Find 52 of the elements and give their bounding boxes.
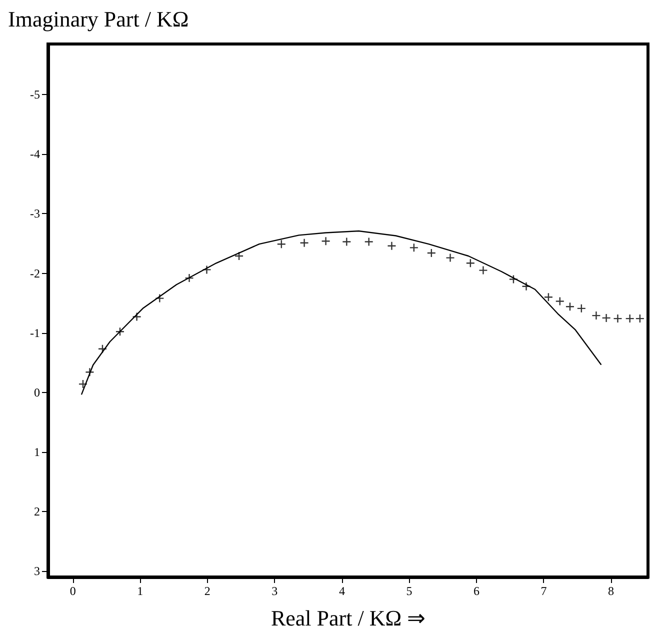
y-tick-label: 0 <box>34 385 40 400</box>
point <box>234 251 244 261</box>
x-tick-label: 0 <box>70 584 76 598</box>
point <box>321 236 330 246</box>
point <box>300 238 309 248</box>
point <box>613 314 622 324</box>
point <box>592 310 601 320</box>
y-tick-label: 2 <box>34 504 40 518</box>
point <box>276 240 286 249</box>
x-axis-title: Real Part / KΩ ⇒ <box>270 606 426 630</box>
y-tick-label: -3 <box>30 206 40 221</box>
point <box>544 292 554 302</box>
x-tick-label: 3 <box>272 584 278 598</box>
y-tick-label: 3 <box>34 564 40 578</box>
y-tick-label: -5 <box>30 88 40 102</box>
point <box>342 237 352 246</box>
y-tick-label: -2 <box>30 266 40 280</box>
point <box>78 379 88 389</box>
point <box>115 327 125 336</box>
point <box>576 304 586 314</box>
point <box>426 248 436 258</box>
point <box>565 302 575 312</box>
y-tick-label: -4 <box>30 147 40 162</box>
point <box>85 368 94 377</box>
point <box>202 265 212 274</box>
x-tick-label: 8 <box>608 584 614 598</box>
point <box>98 344 108 354</box>
point <box>635 314 645 324</box>
y-tick-label: 1 <box>34 444 40 459</box>
line-series <box>81 230 602 395</box>
point <box>446 253 455 262</box>
point <box>387 241 396 250</box>
point <box>602 313 611 323</box>
point <box>409 243 419 252</box>
point <box>522 282 531 291</box>
point <box>625 314 634 324</box>
x-tick-label: 1 <box>137 584 144 598</box>
point <box>155 294 164 303</box>
x-tick-label: 7 <box>540 584 547 598</box>
point <box>184 273 194 283</box>
y-axis-title: Imaginary Part / KΩ <box>8 6 189 32</box>
point <box>466 258 476 268</box>
point <box>132 312 142 322</box>
point <box>364 237 374 246</box>
point <box>508 274 518 284</box>
point <box>478 266 488 275</box>
y-tick-label: -1 <box>30 326 40 340</box>
x-tick-label: 6 <box>473 584 480 598</box>
x-tick-label: 2 <box>204 584 210 598</box>
x-tick-label: 5 <box>406 584 412 598</box>
x-tick-label: 4 <box>338 584 345 598</box>
point <box>555 296 564 306</box>
